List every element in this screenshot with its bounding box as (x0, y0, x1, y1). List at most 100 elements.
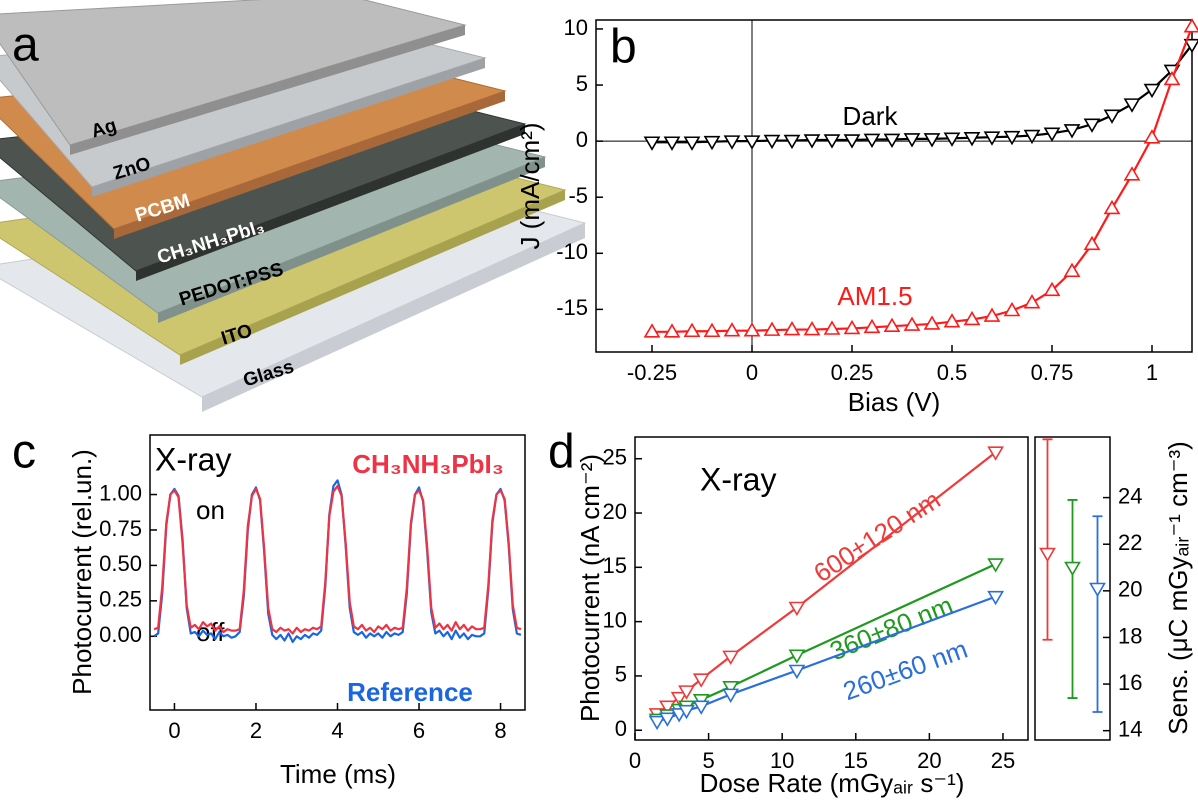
marker (863, 318, 881, 334)
marker (823, 320, 841, 335)
marker (1123, 98, 1141, 113)
y-tick-label: 14 (1118, 716, 1142, 741)
marker (1183, 18, 1198, 33)
marker (1083, 235, 1101, 251)
annotation: X-ray (700, 461, 776, 497)
plot-frame (634, 436, 1029, 741)
marker (1143, 129, 1161, 144)
layer-edge (202, 223, 585, 412)
marker (703, 135, 721, 151)
marker (983, 131, 1001, 146)
y-tick-label: 15 (603, 553, 627, 578)
y-tick-label: 20 (1118, 577, 1142, 602)
marker (1003, 301, 1021, 317)
marker (1003, 130, 1021, 146)
marker (1103, 199, 1121, 215)
marker (663, 136, 681, 151)
marker (923, 133, 941, 148)
marker (722, 650, 740, 665)
layer-edge (136, 124, 525, 281)
marker (843, 319, 861, 335)
series-label: CH₃NH₃PbI₃ (352, 449, 504, 479)
marker (883, 317, 901, 333)
x-tick-label: 4 (331, 718, 343, 743)
series-label: Dark (843, 101, 899, 131)
marker (987, 558, 1005, 573)
y-tick-label: 0.75 (99, 516, 142, 541)
y-tick-label: 0.25 (99, 587, 142, 612)
marker (648, 715, 666, 731)
marker (987, 590, 1005, 606)
marker (983, 307, 1001, 322)
x-tick-label: 15 (844, 748, 868, 773)
marker (903, 133, 921, 148)
x-tick-label: 5 (702, 748, 714, 773)
marker (883, 133, 901, 149)
plot-frame (1034, 436, 1111, 741)
series-line (652, 44, 1193, 144)
y-tick-label: 10 (603, 607, 627, 632)
marker (1063, 262, 1081, 278)
x-axis-label: Bias (V) (848, 387, 940, 417)
series-line (652, 26, 1194, 333)
marker (823, 134, 841, 149)
y-tick-label: 18 (1118, 623, 1142, 648)
marker (703, 322, 721, 338)
error-bar (1042, 438, 1053, 641)
marker (663, 323, 681, 338)
marker (743, 322, 761, 337)
marker (963, 310, 981, 326)
y-tick-label: 16 (1118, 670, 1142, 695)
marker (943, 132, 961, 147)
marker (803, 134, 821, 149)
y-axis-label: J (mA/cm²) (515, 122, 545, 249)
marker (943, 313, 961, 328)
panel-letter: a (12, 19, 39, 72)
y-tick-label: -5 (568, 183, 588, 208)
marker (783, 320, 801, 336)
marker (1043, 281, 1061, 297)
error-bar (1092, 515, 1103, 713)
marker (683, 136, 701, 151)
marker (1039, 547, 1056, 563)
marker (1123, 166, 1141, 181)
y-tick-label: 5 (576, 71, 588, 96)
annotation: on (196, 495, 225, 525)
marker (643, 323, 661, 338)
marker (1183, 38, 1198, 54)
y-axis-label: Photocurrent (rel.un.) (67, 449, 97, 695)
layer-edge (92, 58, 485, 197)
y-tick-label: 0 (576, 127, 588, 152)
marker (678, 685, 695, 700)
plot-frame (595, 19, 1193, 353)
x-tick-label: 25 (991, 748, 1015, 773)
y-tick-label: -10 (556, 239, 588, 264)
x-tick-label: 0 (629, 748, 641, 773)
marker (658, 712, 676, 727)
marker (763, 134, 781, 150)
marker (1103, 109, 1121, 124)
y-tick-label: 5 (615, 662, 627, 687)
marker (692, 700, 710, 715)
marker (1023, 294, 1041, 309)
panel-letter: c (12, 426, 36, 479)
panel-letter: d (548, 426, 575, 479)
series-line (153, 484, 522, 635)
marker (783, 134, 801, 150)
x-tick-label: 0.5 (937, 360, 968, 385)
series-label: Reference (347, 677, 473, 707)
marker (722, 688, 740, 703)
marker (1063, 124, 1081, 139)
y-tick-label: 1.00 (99, 480, 142, 505)
marker (1023, 129, 1041, 145)
marker (670, 691, 688, 707)
marker (803, 320, 821, 336)
marker (1163, 70, 1181, 86)
layer-edge (158, 157, 545, 323)
marker (763, 321, 781, 336)
series-label: AM1.5 (837, 281, 912, 311)
marker (722, 680, 740, 696)
layer-edge (180, 190, 565, 365)
marker (843, 134, 861, 149)
